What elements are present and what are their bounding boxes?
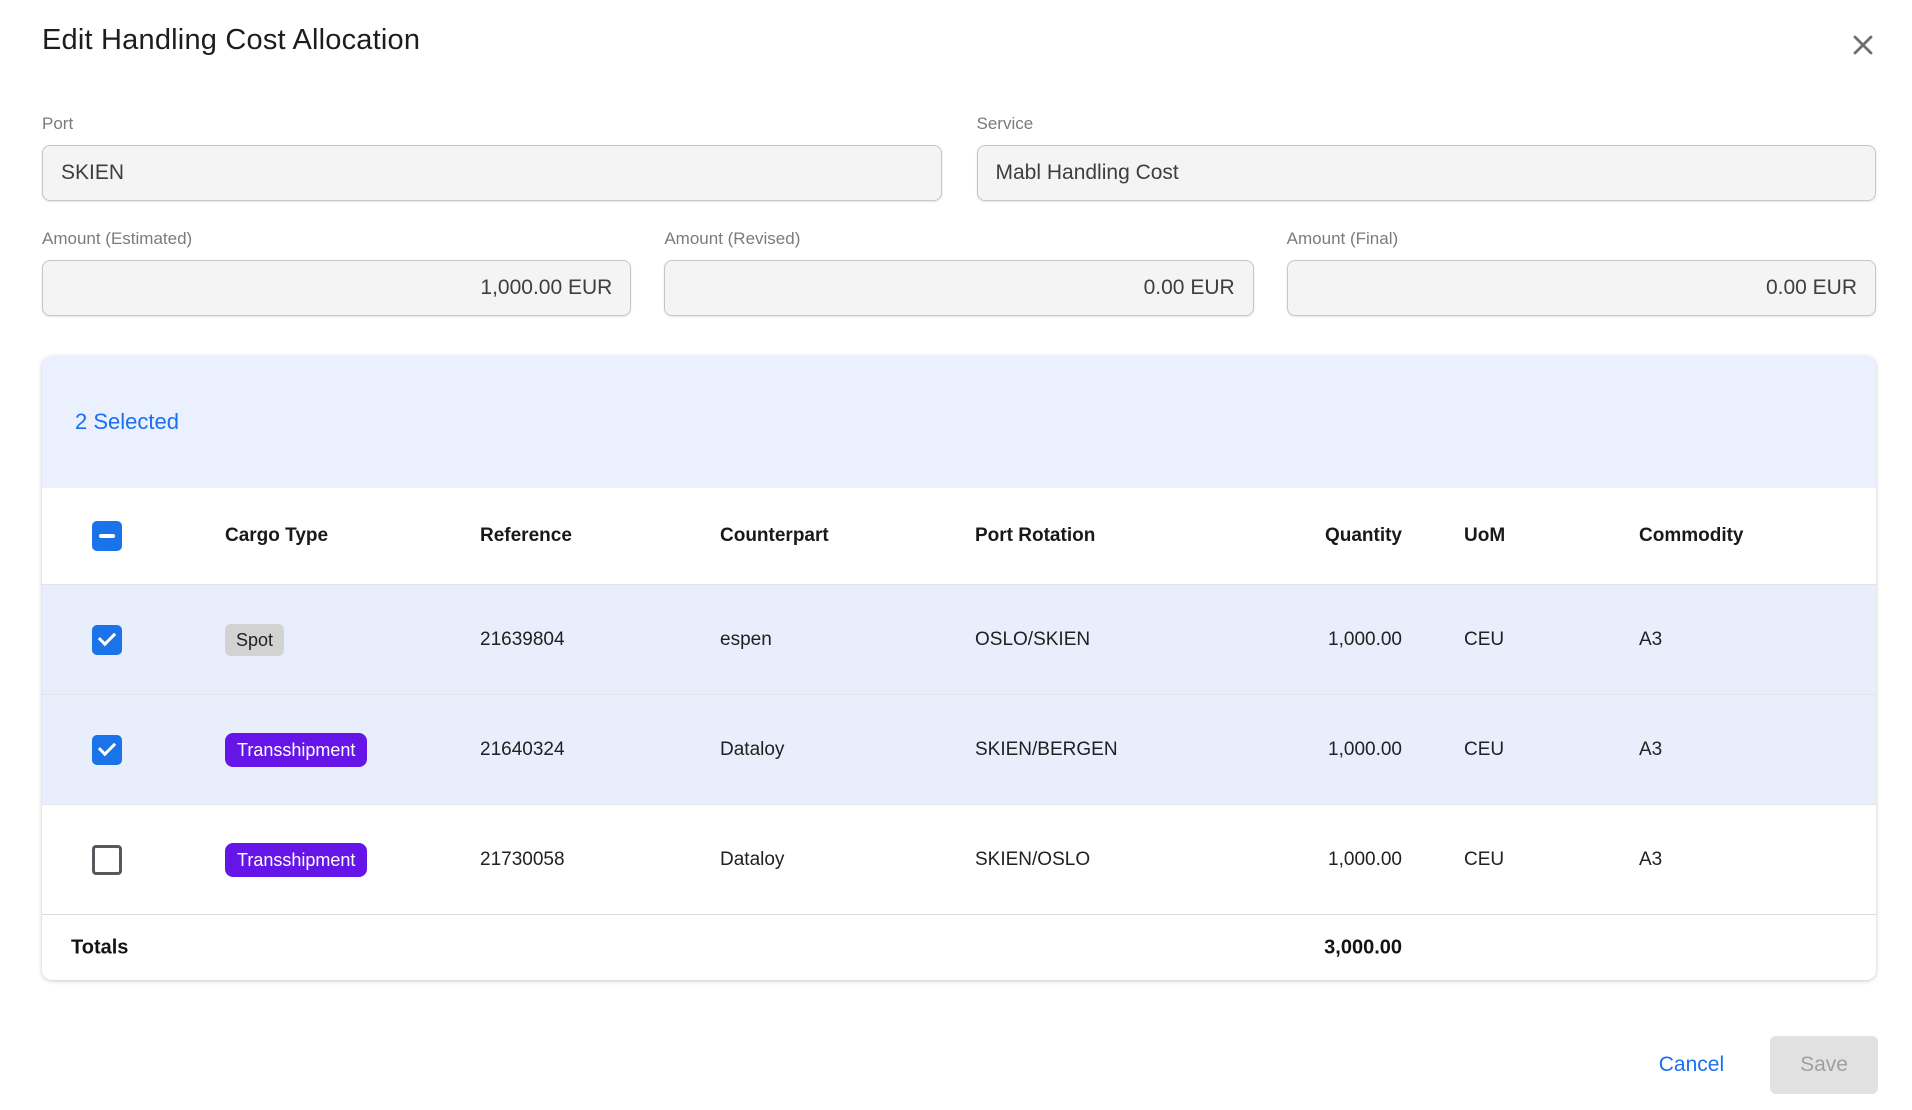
selected-count-label: 2 Selected [75,409,179,435]
column-header-counterpart: Counterpart [720,525,829,547]
uom-cell: CEU [1464,849,1504,871]
column-header-reference: Reference [480,525,572,547]
counterpart-cell: espen [720,629,772,651]
table-row: Spot 21639804 espen OSLO/SKIEN 1,000.00 … [42,584,1876,694]
row-checkbox[interactable] [92,735,122,765]
quantity-cell: 1,000.00 [1182,739,1402,761]
dialog-title: Edit Handling Cost Allocation [42,24,420,57]
commodity-cell: A3 [1639,629,1662,651]
totals-row: Totals 3,000.00 [42,914,1876,980]
totals-quantity-value: 3,000.00 [1182,936,1402,959]
close-icon [1847,29,1879,66]
amount-final-label: Amount (Final) [1287,229,1876,249]
cargo-type-badge: Transshipment [225,733,367,767]
service-input[interactable] [977,145,1877,201]
service-label: Service [977,114,1877,134]
amount-estimated-input[interactable] [42,260,631,316]
cargo-type-badge: Transshipment [225,843,367,877]
port-rotation-cell: SKIEN/OSLO [975,849,1090,871]
commodity-cell: A3 [1639,739,1662,761]
amount-revised-label: Amount (Revised) [664,229,1253,249]
dialog-header: Edit Handling Cost Allocation [0,0,1912,64]
select-all-checkbox[interactable] [92,521,122,551]
amount-estimated-group: Amount (Estimated) [42,229,631,316]
amount-revised-group: Amount (Revised) [664,229,1253,316]
table-row: Transshipment 21730058 Dataloy SKIEN/OSL… [42,804,1876,914]
port-field-group: Port [42,114,942,201]
save-button[interactable]: Save [1770,1036,1878,1094]
quantity-cell: 1,000.00 [1182,629,1402,651]
reference-cell: 21639804 [480,629,565,651]
amount-estimated-label: Amount (Estimated) [42,229,631,249]
totals-label: Totals [71,936,128,959]
allocation-table-panel: 2 Selected Cargo Type Reference Counterp… [42,356,1876,980]
row-checkbox[interactable] [92,625,122,655]
quantity-cell: 1,000.00 [1182,849,1402,871]
column-header-cargo-type: Cargo Type [225,525,328,547]
column-header-uom: UoM [1464,525,1505,547]
form-row-1: Port Service [42,114,1876,201]
amount-final-input[interactable] [1287,260,1876,316]
close-button[interactable] [1846,30,1880,64]
dialog-footer: Cancel Save [0,1036,1878,1094]
port-rotation-cell: SKIEN/BERGEN [975,739,1118,761]
port-rotation-cell: OSLO/SKIEN [975,629,1090,651]
amount-revised-input[interactable] [664,260,1253,316]
selection-summary-bar: 2 Selected [42,356,1876,488]
table-row: Transshipment 21640324 Dataloy SKIEN/BER… [42,694,1876,804]
port-label: Port [42,114,942,134]
port-input[interactable] [42,145,942,201]
column-header-port-rotation: Port Rotation [975,525,1095,547]
counterpart-cell: Dataloy [720,739,784,761]
form-row-2: Amount (Estimated) Amount (Revised) Amou… [42,229,1876,316]
uom-cell: CEU [1464,739,1504,761]
service-field-group: Service [977,114,1877,201]
table-header-row: Cargo Type Reference Counterpart Port Ro… [42,488,1876,584]
uom-cell: CEU [1464,629,1504,651]
commodity-cell: A3 [1639,849,1662,871]
counterpart-cell: Dataloy [720,849,784,871]
column-header-commodity: Commodity [1639,525,1744,547]
column-header-quantity: Quantity [1182,525,1402,547]
reference-cell: 21730058 [480,849,565,871]
cancel-button[interactable]: Cancel [1659,1053,1724,1077]
cargo-type-badge: Spot [225,624,284,656]
reference-cell: 21640324 [480,739,565,761]
amount-final-group: Amount (Final) [1287,229,1876,316]
row-checkbox[interactable] [92,845,122,875]
